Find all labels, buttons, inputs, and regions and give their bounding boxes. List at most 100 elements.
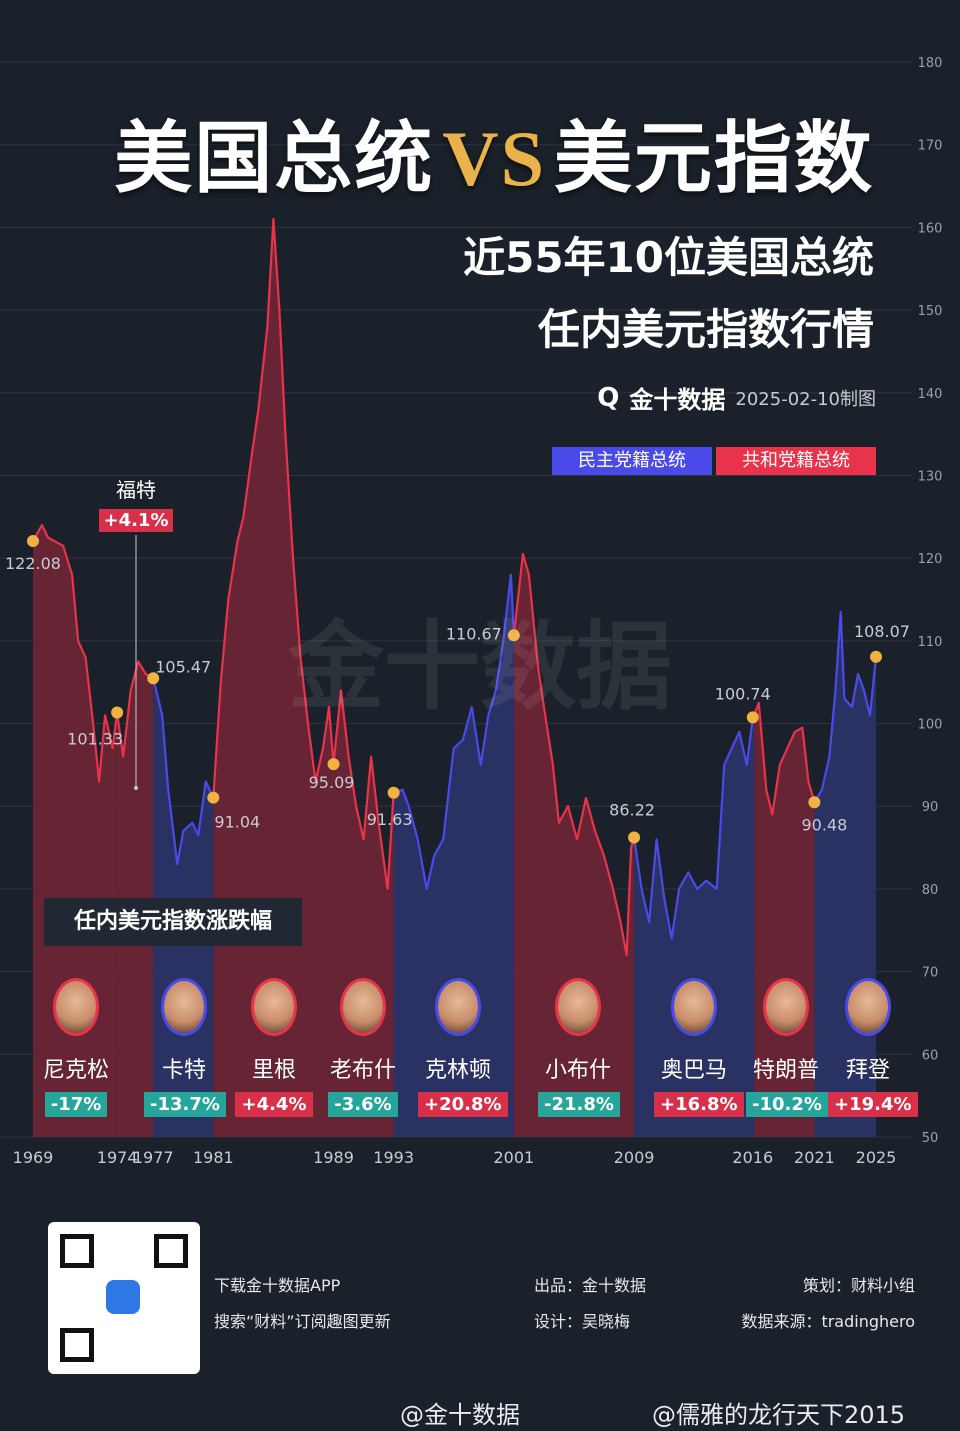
president-card: 小布什 -21.8% [538,978,620,1117]
x-tick-label: 1977 [133,1148,174,1167]
qr-finder [60,1328,94,1362]
president-portrait [845,978,891,1036]
president-card: 里根 +4.4% [234,978,314,1117]
footer-designer: 设计：吴晓梅 [534,1312,631,1331]
brand-date: 2025-02-10制图 [735,388,876,410]
series-line-rep [212,218,335,799]
milestone-dot [628,831,641,844]
milestone-label: 105.47 [155,657,211,676]
subtitle-line1: 近55年10位美国总统 [463,233,874,282]
term-area-dem [634,714,755,1137]
y-tick-label: 150 [918,304,943,319]
qr-code[interactable] [48,1222,200,1374]
milestone-dot [870,650,882,663]
y-tick-label: 170 [918,139,943,154]
milestone-label: 122.08 [5,554,61,573]
president-name: 尼克松 [42,1058,109,1083]
president-card: 老布什 -3.6% [323,978,403,1117]
ford-callout: 福特 +4.1% [98,474,174,532]
y-tick-label: 60 [922,1048,939,1063]
milestone-label: 101.33 [67,730,123,749]
president-change: -3.6% [328,1092,398,1117]
title-right: 美元指数 [553,114,874,204]
president-card: 克林顿 +20.8% [418,978,508,1117]
president-name: 小布什 [544,1058,611,1083]
president-portrait [435,978,481,1036]
milestone-dot [507,629,520,642]
page-title: 美国总统 VS 美元指数 [114,96,874,208]
brand: Q 金十数据 2025-02-10制图 [597,380,876,415]
footer-producer: 出品：金十数据 [534,1276,647,1295]
president-portrait [161,978,207,1036]
y-axis-ticks: 50 60 70 80 90 100 110 120 130 140 150 160 170 180 [918,56,943,1146]
x-tick-label: 1989 [313,1148,354,1167]
y-tick-label: 90 [922,800,939,815]
x-tick-label: 1974 [97,1148,138,1167]
milestone-dot [207,791,220,804]
x-tick-label: 2001 [493,1148,534,1167]
y-tick-label: 180 [918,56,943,71]
president-name: 老布什 [329,1058,396,1083]
president-change: -17% [44,1092,108,1117]
x-tick-label: 2025 [856,1148,897,1167]
x-tick-label: 2016 [732,1148,773,1167]
legend: 民主党籍总统 共和党籍总统 [552,447,876,475]
milestone-label: 95.09 [309,773,355,792]
y-tick-label: 80 [922,883,939,898]
milestone-dot [746,711,759,724]
milestone-label: 110.67 [446,624,502,643]
president-name: 卡特 [161,1058,206,1083]
ford-callout-dot [134,786,138,790]
president-card: 拜登 +19.4% [828,978,918,1117]
president-name: 克林顿 [424,1058,491,1083]
y-tick-label: 50 [922,1131,939,1146]
title-left: 美国总统 [114,114,435,204]
qr-logo-icon [106,1280,140,1314]
president-change: -13.7% [144,1092,226,1117]
president-change: +16.8% [654,1092,744,1117]
president-name: 里根 [251,1058,296,1083]
president-card: 特朗普 -10.2% [746,978,828,1117]
brand-logo-text: 金十数据 [629,386,726,414]
title-vs: VS [442,115,546,202]
footer-planner: 策划：财料小组 [802,1276,915,1295]
president-portrait [555,978,601,1036]
milestone-dot [327,758,340,771]
milestone-dot [147,672,160,685]
series-line-rep [116,660,154,758]
series-line-dem [393,573,515,890]
milestone-dot [27,534,39,547]
milestone-label: 91.04 [214,813,260,832]
milestone-label: 86.22 [609,800,655,819]
weibo-handle-right: @儒雅的龙行天下2015 [652,1401,906,1429]
series-line-dem [152,677,215,866]
x-tick-label: 1969 [13,1148,54,1167]
series-line [32,218,878,957]
x-tick-label: 2021 [794,1148,835,1167]
y-tick-label: 120 [918,552,943,567]
president-portrait [671,978,717,1036]
series-line-dem [633,713,756,940]
president-portrait [763,978,809,1036]
term-area-rep [33,525,118,1137]
y-tick-label: 130 [918,469,943,484]
president-card: 卡特 -13.7% [144,978,226,1117]
y-tick-label: 160 [918,221,943,236]
x-tick-label: 2009 [614,1148,655,1167]
x-tick-label: 1993 [373,1148,414,1167]
president-change: -10.2% [746,1092,828,1117]
footer-app-line2: 搜索“财料”订阅趣图更新 [214,1312,391,1331]
footer-source: 数据来源：tradinghero [741,1312,915,1331]
milestones: 122.08 101.33 105.47 91.04 95.09 91.63 110.67 8… [5,534,910,844]
president-portrait [53,978,99,1036]
ford-change: +4.1% [99,509,173,532]
weibo-handle-left: @金十数据 [400,1401,520,1429]
president-card: 尼克松 -17% [36,978,116,1117]
milestone-label: 90.48 [801,815,847,834]
y-tick-label: 110 [918,635,943,650]
brand-logo-icon: Q [597,382,620,413]
panel-title: 任内美元指数涨跌幅 [44,898,302,946]
series-line-rep [332,689,395,890]
y-tick-label: 140 [918,387,943,402]
